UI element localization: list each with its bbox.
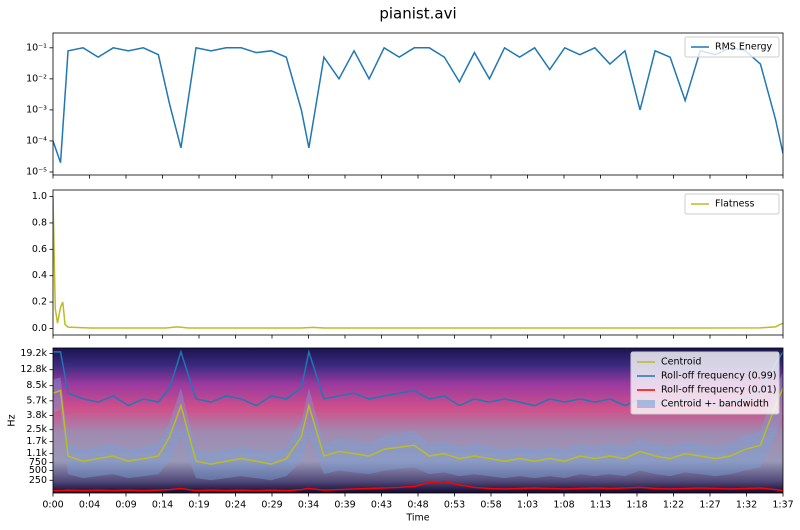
y-tick-label: 500: [29, 465, 47, 476]
y-tick-label: 0.6: [32, 244, 47, 255]
axes-frame: [52, 32, 784, 176]
y-tick-label: 2.5k: [26, 424, 47, 435]
x-tick-label: 0:24: [225, 500, 246, 511]
x-tick-label: 0:04: [79, 500, 100, 511]
x-tick-label: 0:09: [115, 500, 136, 511]
x-tick-label: 1:27: [699, 500, 720, 511]
y-tick-label: 10⁻¹: [26, 42, 47, 53]
y-tick-label: 10⁻³: [26, 104, 47, 115]
series-line: [53, 387, 783, 465]
x-tick-label: 0:14: [152, 500, 173, 511]
x-tick-label: 1:32: [736, 500, 757, 511]
x-tick-label: 1:03: [517, 500, 538, 511]
x-tick-label: 0:29: [261, 500, 282, 511]
x-tick-label: 0:34: [298, 500, 319, 511]
x-tick-label: 0:58: [480, 500, 501, 511]
x-tick-label: 0:53: [444, 500, 465, 511]
y-tick-label: 250: [29, 475, 47, 486]
y-tick-label: 750: [29, 457, 47, 468]
legend-label: Flatness: [715, 199, 754, 210]
figure-title: pianist.avi: [379, 5, 456, 23]
y-tick-label: 1.7k: [26, 436, 47, 447]
x-tick-label: 1:13: [590, 500, 611, 511]
legend-label: Roll-off frequency (0.99): [661, 371, 776, 382]
y-tick-label: 3.8k: [26, 410, 47, 421]
y-tick-label: 10⁻⁵: [26, 166, 47, 177]
plot-area: [53, 46, 783, 163]
bandwidth-area: [53, 372, 783, 481]
series-line: [53, 480, 783, 492]
plot-area: [53, 196, 783, 329]
y-tick-label: 1.1k: [26, 448, 47, 459]
y-tick-label: 19.2k: [20, 348, 47, 359]
legend-label: Centroid: [661, 357, 701, 368]
y-tick-label: 10⁻⁴: [26, 135, 47, 146]
legend-box: [684, 36, 780, 58]
y-tick-label: 0.4: [32, 270, 47, 281]
y-tick-label: 1.0: [32, 191, 47, 202]
x-tick-label: 0:43: [371, 500, 392, 511]
axes-frame: [52, 189, 784, 336]
legend-label: RMS Energy: [715, 42, 772, 53]
series-line: [53, 46, 783, 163]
x-tick-label: 1:18: [626, 500, 647, 511]
x-tick-label: 0:00: [42, 500, 63, 511]
y-tick-label: 0.8: [32, 217, 47, 228]
x-axis-label: Time: [405, 513, 429, 524]
x-tick-label: 0:19: [188, 500, 209, 511]
y-tick-label: 5.7k: [26, 395, 47, 406]
x-tick-label: 1:37: [772, 500, 793, 511]
x-tick-label: 1:08: [553, 500, 574, 511]
legend-box: [684, 193, 780, 215]
y-tick-label: 10⁻²: [26, 73, 47, 84]
legend-label: Roll-off frequency (0.01): [661, 385, 776, 396]
x-tick-label: 0:39: [334, 500, 355, 511]
x-tick-label: 1:22: [663, 500, 684, 511]
y-tick-label: 0.0: [32, 323, 47, 334]
x-tick-label: 0:48: [407, 500, 428, 511]
legend-box: [630, 351, 780, 415]
y-tick-label: 12.8k: [20, 364, 47, 375]
y-tick-label: 8.5k: [26, 380, 47, 391]
y-tick-label: 0.2: [32, 297, 47, 308]
series-line: [53, 196, 783, 329]
legend-swatch: [637, 400, 655, 408]
legend-label: Centroid +- bandwidth: [661, 399, 769, 410]
y-axis-label: Hz: [7, 414, 18, 426]
